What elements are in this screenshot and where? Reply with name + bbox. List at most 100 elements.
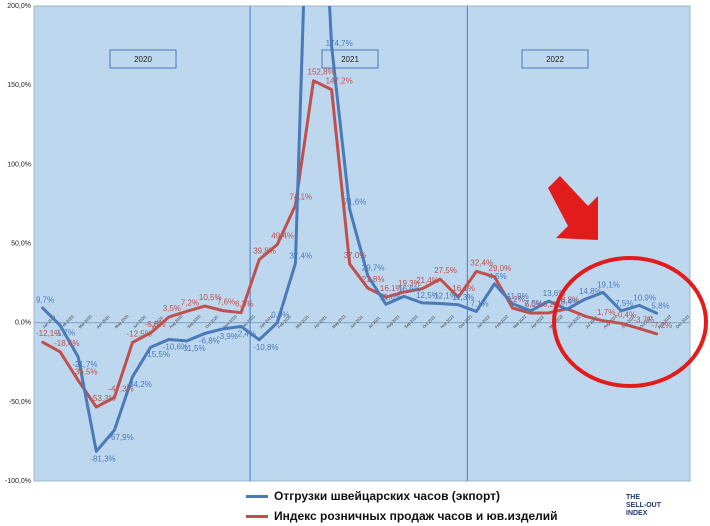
data-point: [186, 310, 188, 313]
year-label-box: [321, 49, 379, 69]
data-label: 29,0%: [489, 264, 512, 273]
data-label: -18,4%: [54, 339, 79, 348]
data-label: 6,2%: [543, 300, 561, 309]
data-point: [620, 309, 622, 312]
data-point: [385, 303, 387, 306]
legend-label-retail: Индекс розничных продаж часов и юв.издел…: [274, 509, 558, 523]
data-point: [638, 304, 641, 307]
data-label: 21,4%: [416, 276, 439, 285]
y-tick-label: 100,0%: [7, 161, 31, 168]
data-label: 19,3%: [398, 279, 421, 288]
data-label: -47,3%: [108, 385, 133, 394]
data-point: [222, 328, 224, 330]
arrow-annotation: [548, 176, 598, 240]
data-label: 11,3%: [452, 293, 474, 302]
data-point: [493, 275, 496, 278]
data-point: [222, 309, 224, 312]
data-point: [330, 45, 333, 47]
data-label: -81,3%: [90, 454, 115, 463]
data-point: [511, 307, 514, 309]
data-label: -36,5%: [72, 367, 97, 376]
data-label: 152,8%: [308, 68, 335, 77]
data-label: 32,4%: [470, 258, 493, 267]
data-point: [385, 296, 387, 298]
data-point: [59, 324, 61, 327]
data-label: 10,5%: [199, 293, 222, 302]
y-tick-label: -50,0%: [9, 399, 31, 406]
data-label: 16,1%: [380, 284, 403, 293]
data-label: 9,7%: [36, 295, 54, 304]
data-label: 16,6%: [398, 284, 421, 293]
data-label: 0,0%: [271, 311, 289, 320]
data-point: [276, 321, 279, 324]
data-label: -12,1%: [36, 329, 61, 338]
data-point: [77, 379, 79, 382]
brand-line-3: INDEX: [626, 510, 648, 517]
data-label: -6,8%: [199, 336, 220, 345]
year-label: 2020: [134, 55, 152, 64]
data-point: [204, 305, 206, 307]
data-point: [584, 315, 586, 317]
y-tick-label: 50,0%: [11, 241, 31, 248]
data-label: 11,9%: [507, 292, 529, 301]
year-label: 2021: [341, 55, 359, 64]
data-point: [457, 296, 460, 298]
data-point: [493, 283, 496, 285]
legend-swatch-retail: [246, 514, 268, 518]
data-label: 174,7%: [326, 39, 353, 48]
data-label: 21,8%: [362, 275, 385, 284]
data-point: [186, 340, 188, 342]
data-point: [348, 263, 351, 265]
data-point: [602, 319, 604, 322]
data-label: 5,8%: [651, 301, 669, 310]
data-label: 16,1%: [452, 284, 475, 293]
data-label: 6,0%: [525, 300, 543, 309]
data-point: [276, 243, 279, 246]
data-point: [348, 208, 351, 211]
data-label: -0,4%: [615, 310, 636, 319]
data-point: [548, 312, 550, 314]
data-label: -12,5%: [127, 329, 152, 338]
data-label: 49,4%: [271, 231, 294, 240]
data-point: [258, 338, 261, 341]
data-point: [149, 332, 152, 334]
data-label: 1,7%: [597, 308, 615, 317]
data-point: [149, 346, 152, 349]
year-label: 2022: [546, 55, 564, 64]
data-label: 37,0%: [344, 251, 367, 260]
data-point: [421, 302, 423, 304]
data-label: 6,3%: [235, 300, 253, 309]
data-label: 7,5%: [525, 299, 543, 308]
y-tick-label: 200,0%: [7, 3, 31, 10]
data-point: [131, 376, 134, 378]
data-label: 9,2%: [507, 295, 525, 304]
data-point: [312, 79, 315, 82]
data-point: [41, 341, 43, 343]
data-point: [457, 303, 460, 306]
data-label: 3,5%: [163, 304, 181, 313]
data-point: [421, 287, 423, 290]
data-point: [95, 450, 98, 453]
annotation: [548, 176, 708, 388]
data-labels: -12,1%-18,4% -36,5% -53,3%-47,3% -12,5%-6,5…: [36, 39, 672, 463]
legend: Отгрузки швейцарских часов (экпорт) Инде…: [246, 486, 606, 526]
data-point: [167, 316, 170, 318]
data-label: -21,7%: [72, 360, 97, 369]
data-label: 10,9%: [633, 293, 656, 302]
data-point: [258, 258, 261, 261]
data-point: [620, 322, 622, 325]
data-point: [77, 356, 79, 358]
data-label: 7,6%: [217, 298, 235, 307]
legend-item-retail: Индекс розничных продаж часов и юв.издел…: [246, 506, 606, 526]
data-label: 147,2%: [326, 77, 353, 86]
data-point: [584, 298, 586, 301]
y-axis: 200,0% 150,0% 100,0% 50,0% 0,0% -50,0% -100,0%: [5, 3, 31, 485]
data-label: -7,2%: [651, 321, 672, 330]
legend-label-exports: Отгрузки швейцарских часов (экпорт): [274, 489, 501, 503]
data-point: [330, 88, 333, 91]
data-point: [548, 300, 550, 302]
data-point: [529, 309, 532, 312]
brand-line-1: THE: [626, 494, 640, 501]
data-point: [113, 396, 116, 399]
